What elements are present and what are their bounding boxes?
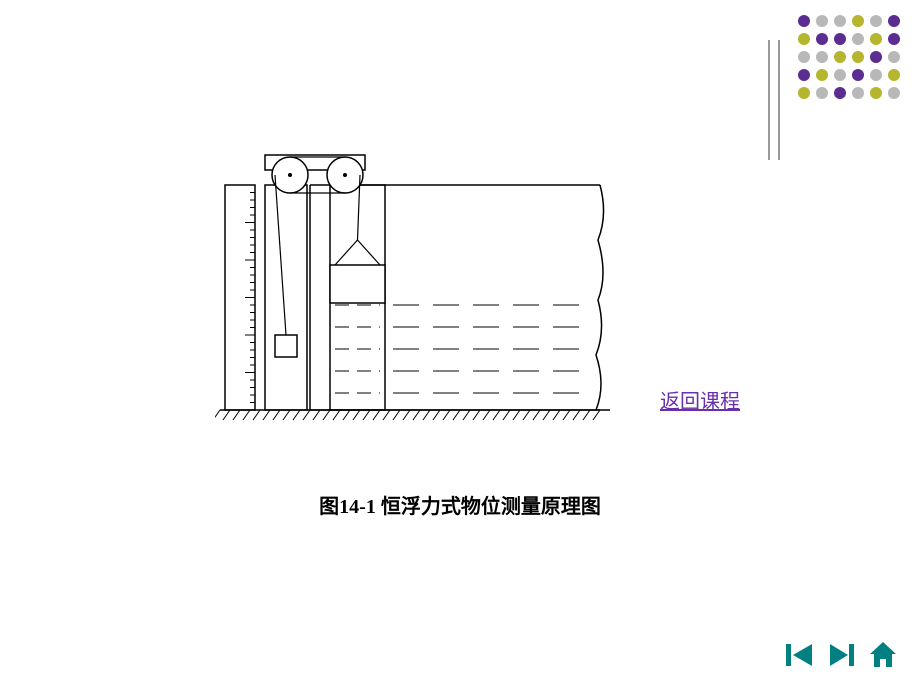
decoration-dot <box>870 69 882 81</box>
decoration-dot <box>888 69 900 81</box>
decoration-dot <box>834 33 846 45</box>
slide: 图14-1 恒浮力式物位测量原理图 返回课程 <box>0 0 920 690</box>
decoration-dot <box>798 15 810 27</box>
decoration-dot <box>798 51 810 63</box>
decoration-dot <box>834 87 846 99</box>
decoration-dot <box>834 51 846 63</box>
decoration-dot <box>888 15 900 27</box>
decoration-dot <box>870 87 882 99</box>
decoration-dot <box>852 15 864 27</box>
decoration-dot <box>888 51 900 63</box>
decoration-dot <box>852 69 864 81</box>
decoration-dot <box>834 15 846 27</box>
decoration-dot <box>816 69 828 81</box>
prev-end-button[interactable] <box>782 638 816 672</box>
decoration-dot <box>852 33 864 45</box>
decoration-dot <box>816 33 828 45</box>
decoration-dot <box>816 87 828 99</box>
decoration-dot <box>888 33 900 45</box>
home-button[interactable] <box>866 638 900 672</box>
decoration-dot <box>798 69 810 81</box>
nav-controls <box>782 638 900 672</box>
decoration-dot <box>816 51 828 63</box>
decoration-dot <box>870 33 882 45</box>
separator-line <box>778 40 780 160</box>
diagram-figure <box>215 145 615 435</box>
decoration-dot <box>852 51 864 63</box>
decoration-dot <box>870 51 882 63</box>
dot-decoration <box>798 15 900 105</box>
decoration-dot <box>852 87 864 99</box>
decoration-dot <box>870 15 882 27</box>
decoration-dot <box>816 15 828 27</box>
decoration-dot <box>798 33 810 45</box>
separator-line <box>768 40 770 160</box>
return-course-link[interactable]: 返回课程 <box>660 385 740 414</box>
next-button[interactable] <box>824 638 858 672</box>
decoration-dot <box>834 69 846 81</box>
decoration-dot <box>888 87 900 99</box>
figure-caption: 图14-1 恒浮力式物位测量原理图 <box>0 490 920 519</box>
decoration-dot <box>798 87 810 99</box>
